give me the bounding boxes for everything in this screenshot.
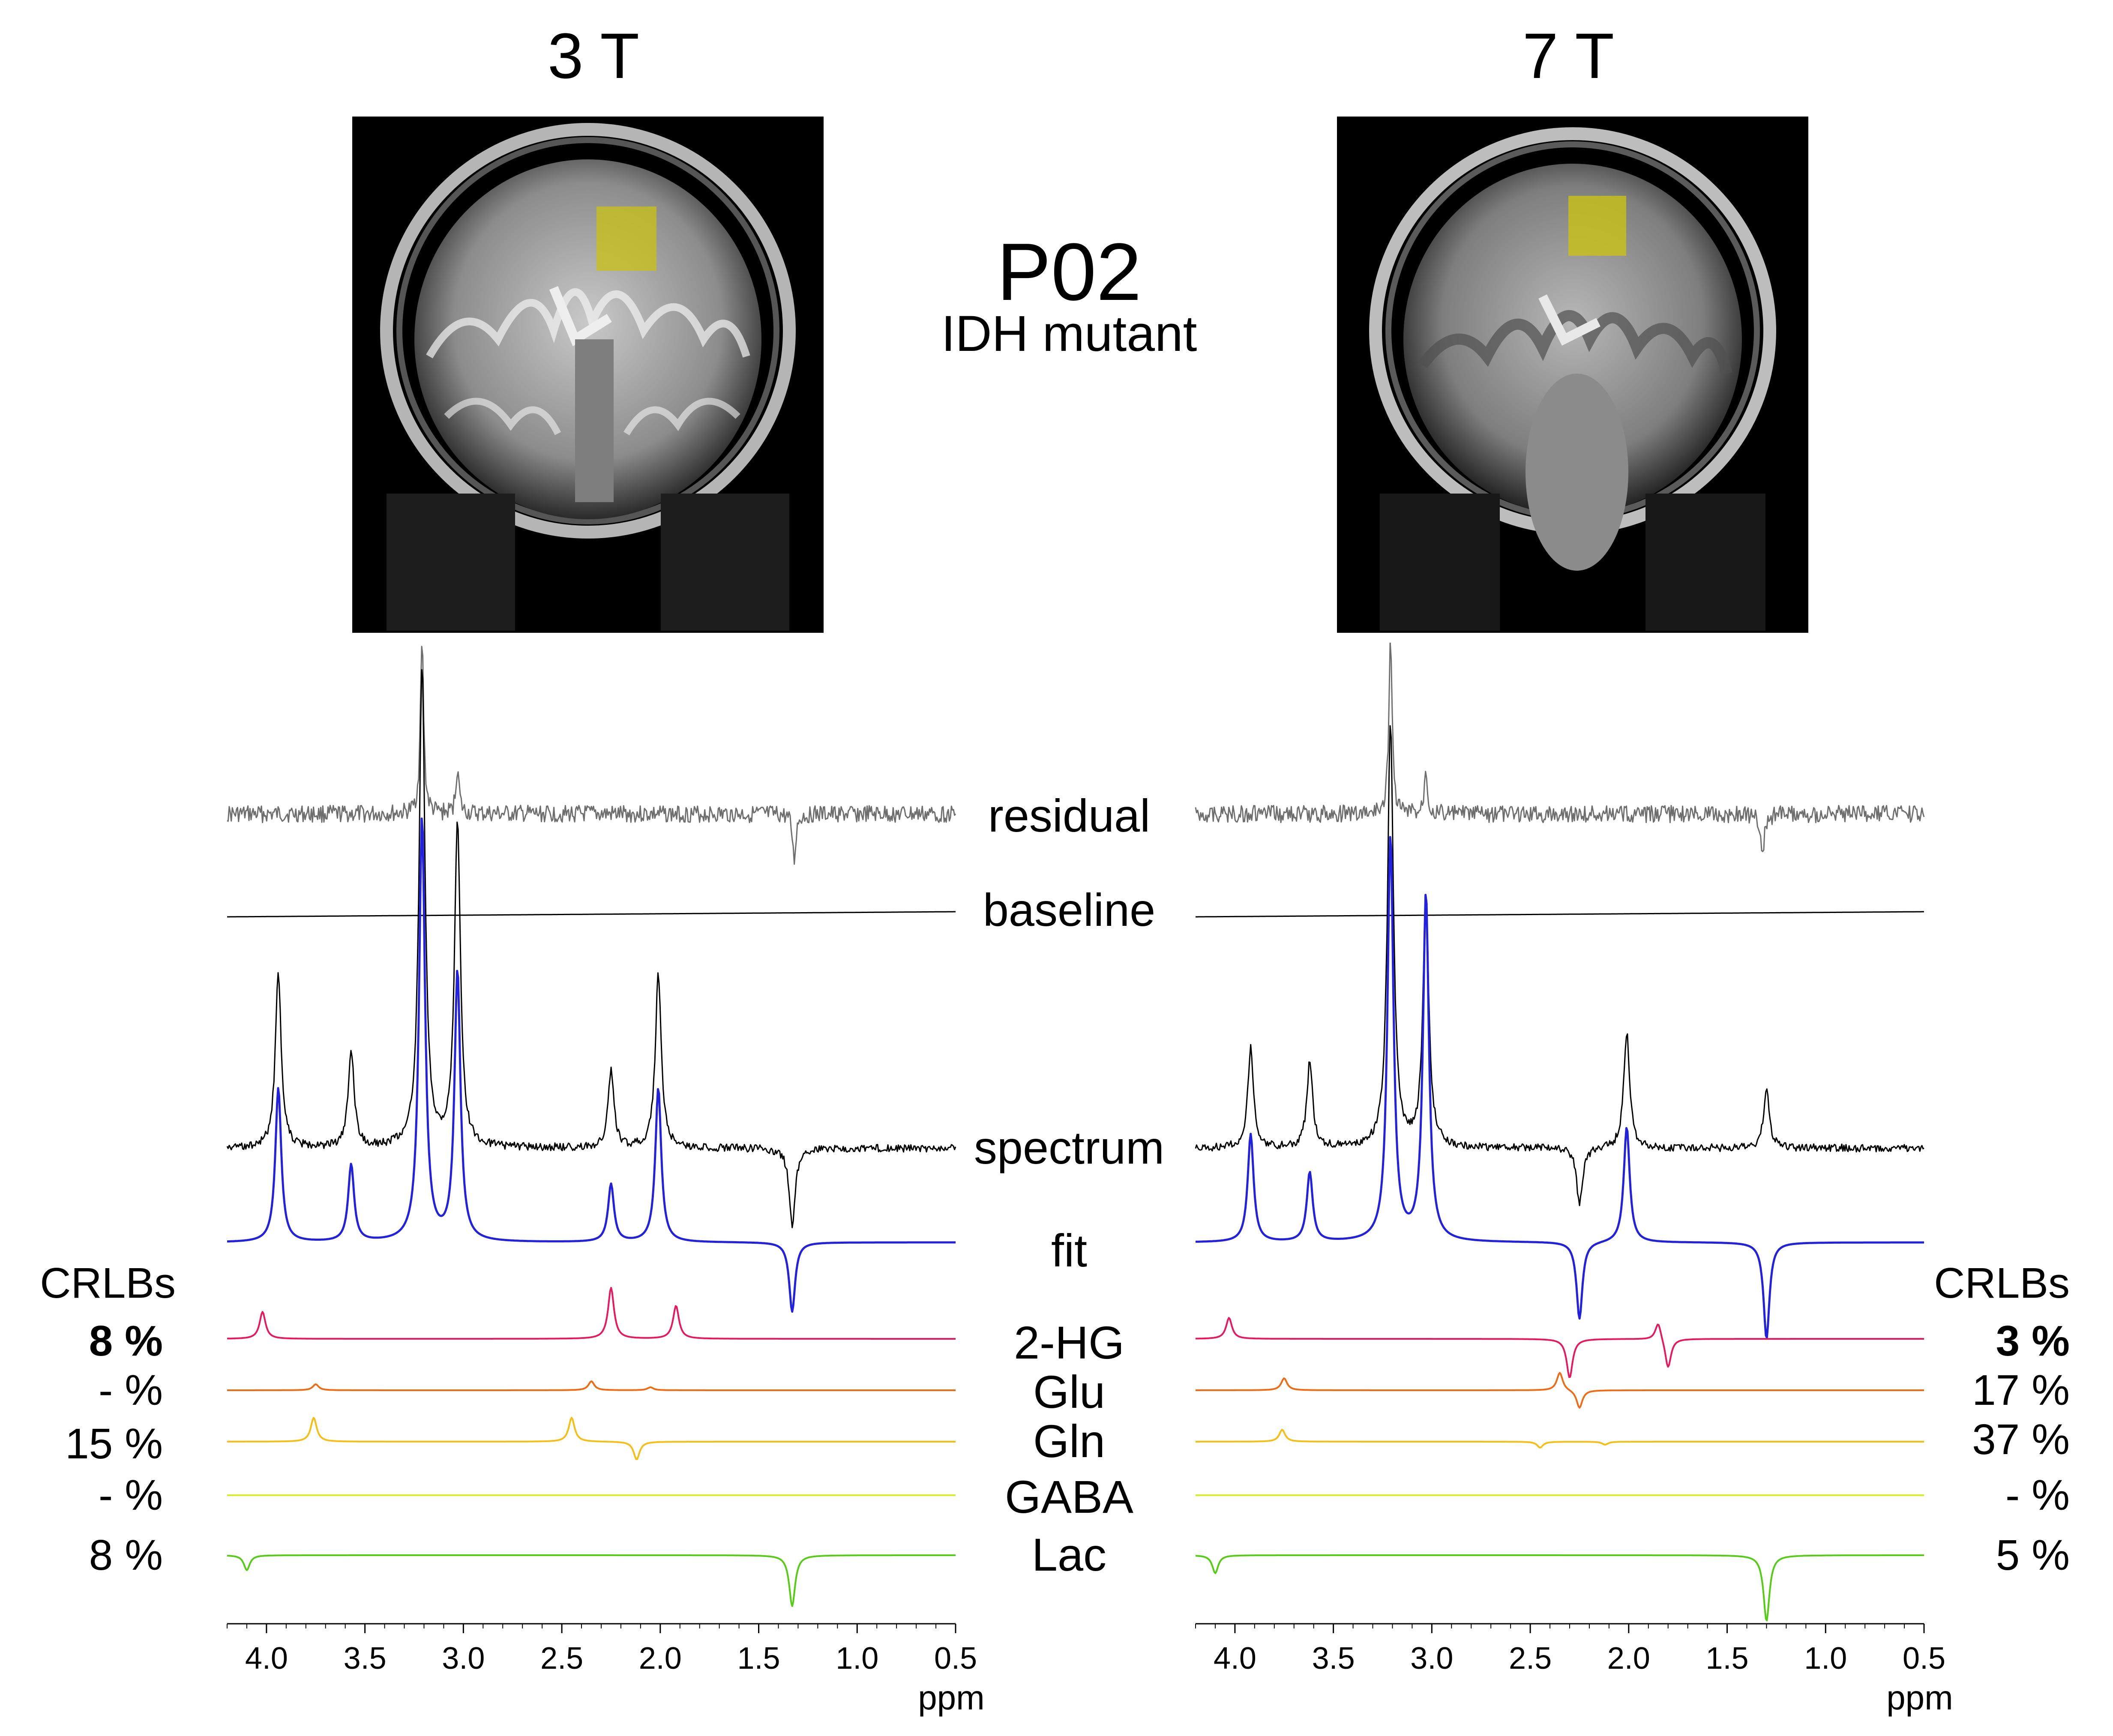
row-label-baseline: baseline xyxy=(983,884,1156,936)
case-subtitle: IDH mutant xyxy=(941,305,1197,362)
crlb-7t-glu: 17 % xyxy=(1972,1366,2070,1414)
row-label-residual: residual xyxy=(988,790,1151,841)
series-line-glu xyxy=(227,1380,956,1391)
series-line-gln xyxy=(227,1417,956,1460)
mri-drawing-3t xyxy=(352,117,824,633)
crlb-7t-gaba: - % xyxy=(2005,1471,2070,1519)
field-title-3t: 3 T xyxy=(547,20,639,92)
series-line-baseline xyxy=(227,911,956,918)
crlb-header-3t: CRLBs xyxy=(40,1259,176,1307)
series-line-lac xyxy=(1195,1554,1924,1622)
series-line-spectrum xyxy=(1195,725,1924,1206)
x-tick-label: 2.0 xyxy=(639,1641,682,1676)
row-label-glu: Glu xyxy=(1033,1366,1106,1418)
series-line-fit xyxy=(1195,836,1924,1339)
row-label-fit: fit xyxy=(1051,1224,1087,1276)
x-tick-label: 4.0 xyxy=(245,1641,288,1676)
row-label-gln: Gln xyxy=(1033,1415,1106,1467)
mri-image-3t xyxy=(352,117,824,633)
row-label-lac: Lac xyxy=(1031,1529,1107,1580)
x-tick-label: 3.0 xyxy=(1410,1641,1453,1676)
series-line-glu xyxy=(1196,1372,1924,1409)
series-line-residual xyxy=(1195,643,1925,852)
crlb-3t-glu: - % xyxy=(99,1366,163,1414)
crlb-7t-2hg: 3 % xyxy=(1996,1317,2070,1365)
series-line-fit xyxy=(227,817,956,1313)
x-tick-label: 1.0 xyxy=(836,1641,878,1676)
series-line-spectrum xyxy=(226,669,956,1228)
mri-drawing-7t xyxy=(1337,117,1808,633)
x-tick-label: 3.0 xyxy=(442,1641,485,1676)
crlb-3t-lac: 8 % xyxy=(89,1531,163,1579)
voxel-7t xyxy=(1568,196,1626,256)
series-line-2-hg xyxy=(227,1287,956,1340)
crlb-7t-gln: 37 % xyxy=(1972,1416,2070,1464)
row-label-gaba: GABA xyxy=(1004,1471,1134,1523)
x-tick-label: 0.5 xyxy=(1903,1641,1945,1676)
x-tick-label: 4.0 xyxy=(1214,1641,1256,1676)
crlb-7t-lac: 5 % xyxy=(1996,1531,2070,1579)
series-line-lac xyxy=(227,1554,956,1607)
x-tick-label: 2.0 xyxy=(1607,1641,1650,1676)
mri-image-7t xyxy=(1337,117,1808,633)
x-tick-label: 1.0 xyxy=(1804,1641,1847,1676)
x-tick-label: 3.5 xyxy=(344,1641,387,1676)
x-tick-label: 1.5 xyxy=(737,1641,780,1676)
row-label-spectrum: spectrum xyxy=(974,1122,1165,1173)
x-tick-label: 2.5 xyxy=(1509,1641,1552,1676)
crlb-3t-2hg: 8 % xyxy=(89,1317,163,1365)
series-line-baseline xyxy=(1196,911,1924,918)
crlb-3t-gln: 15 % xyxy=(65,1420,163,1468)
case-id: P02 xyxy=(996,227,1142,317)
x-tick-label: 3.5 xyxy=(1312,1641,1355,1676)
x-axis-label: ppm xyxy=(918,1679,985,1717)
row-label-2hg: 2-HG xyxy=(1013,1317,1125,1368)
crlb-3t-gaba: - % xyxy=(99,1471,163,1519)
series-line-2-hg xyxy=(1195,1317,1924,1378)
field-title-7t: 7 T xyxy=(1522,20,1614,92)
series-line-gln xyxy=(1196,1429,1924,1449)
voxel-3t xyxy=(596,207,656,271)
series-line-residual xyxy=(227,646,956,865)
x-tick-label: 2.5 xyxy=(540,1641,583,1676)
x-tick-label: 0.5 xyxy=(934,1641,977,1676)
x-tick-label: 1.5 xyxy=(1705,1641,1748,1676)
x-axis-label: ppm xyxy=(1886,1679,1953,1717)
crlb-header-7t: CRLBs xyxy=(1934,1259,2070,1307)
